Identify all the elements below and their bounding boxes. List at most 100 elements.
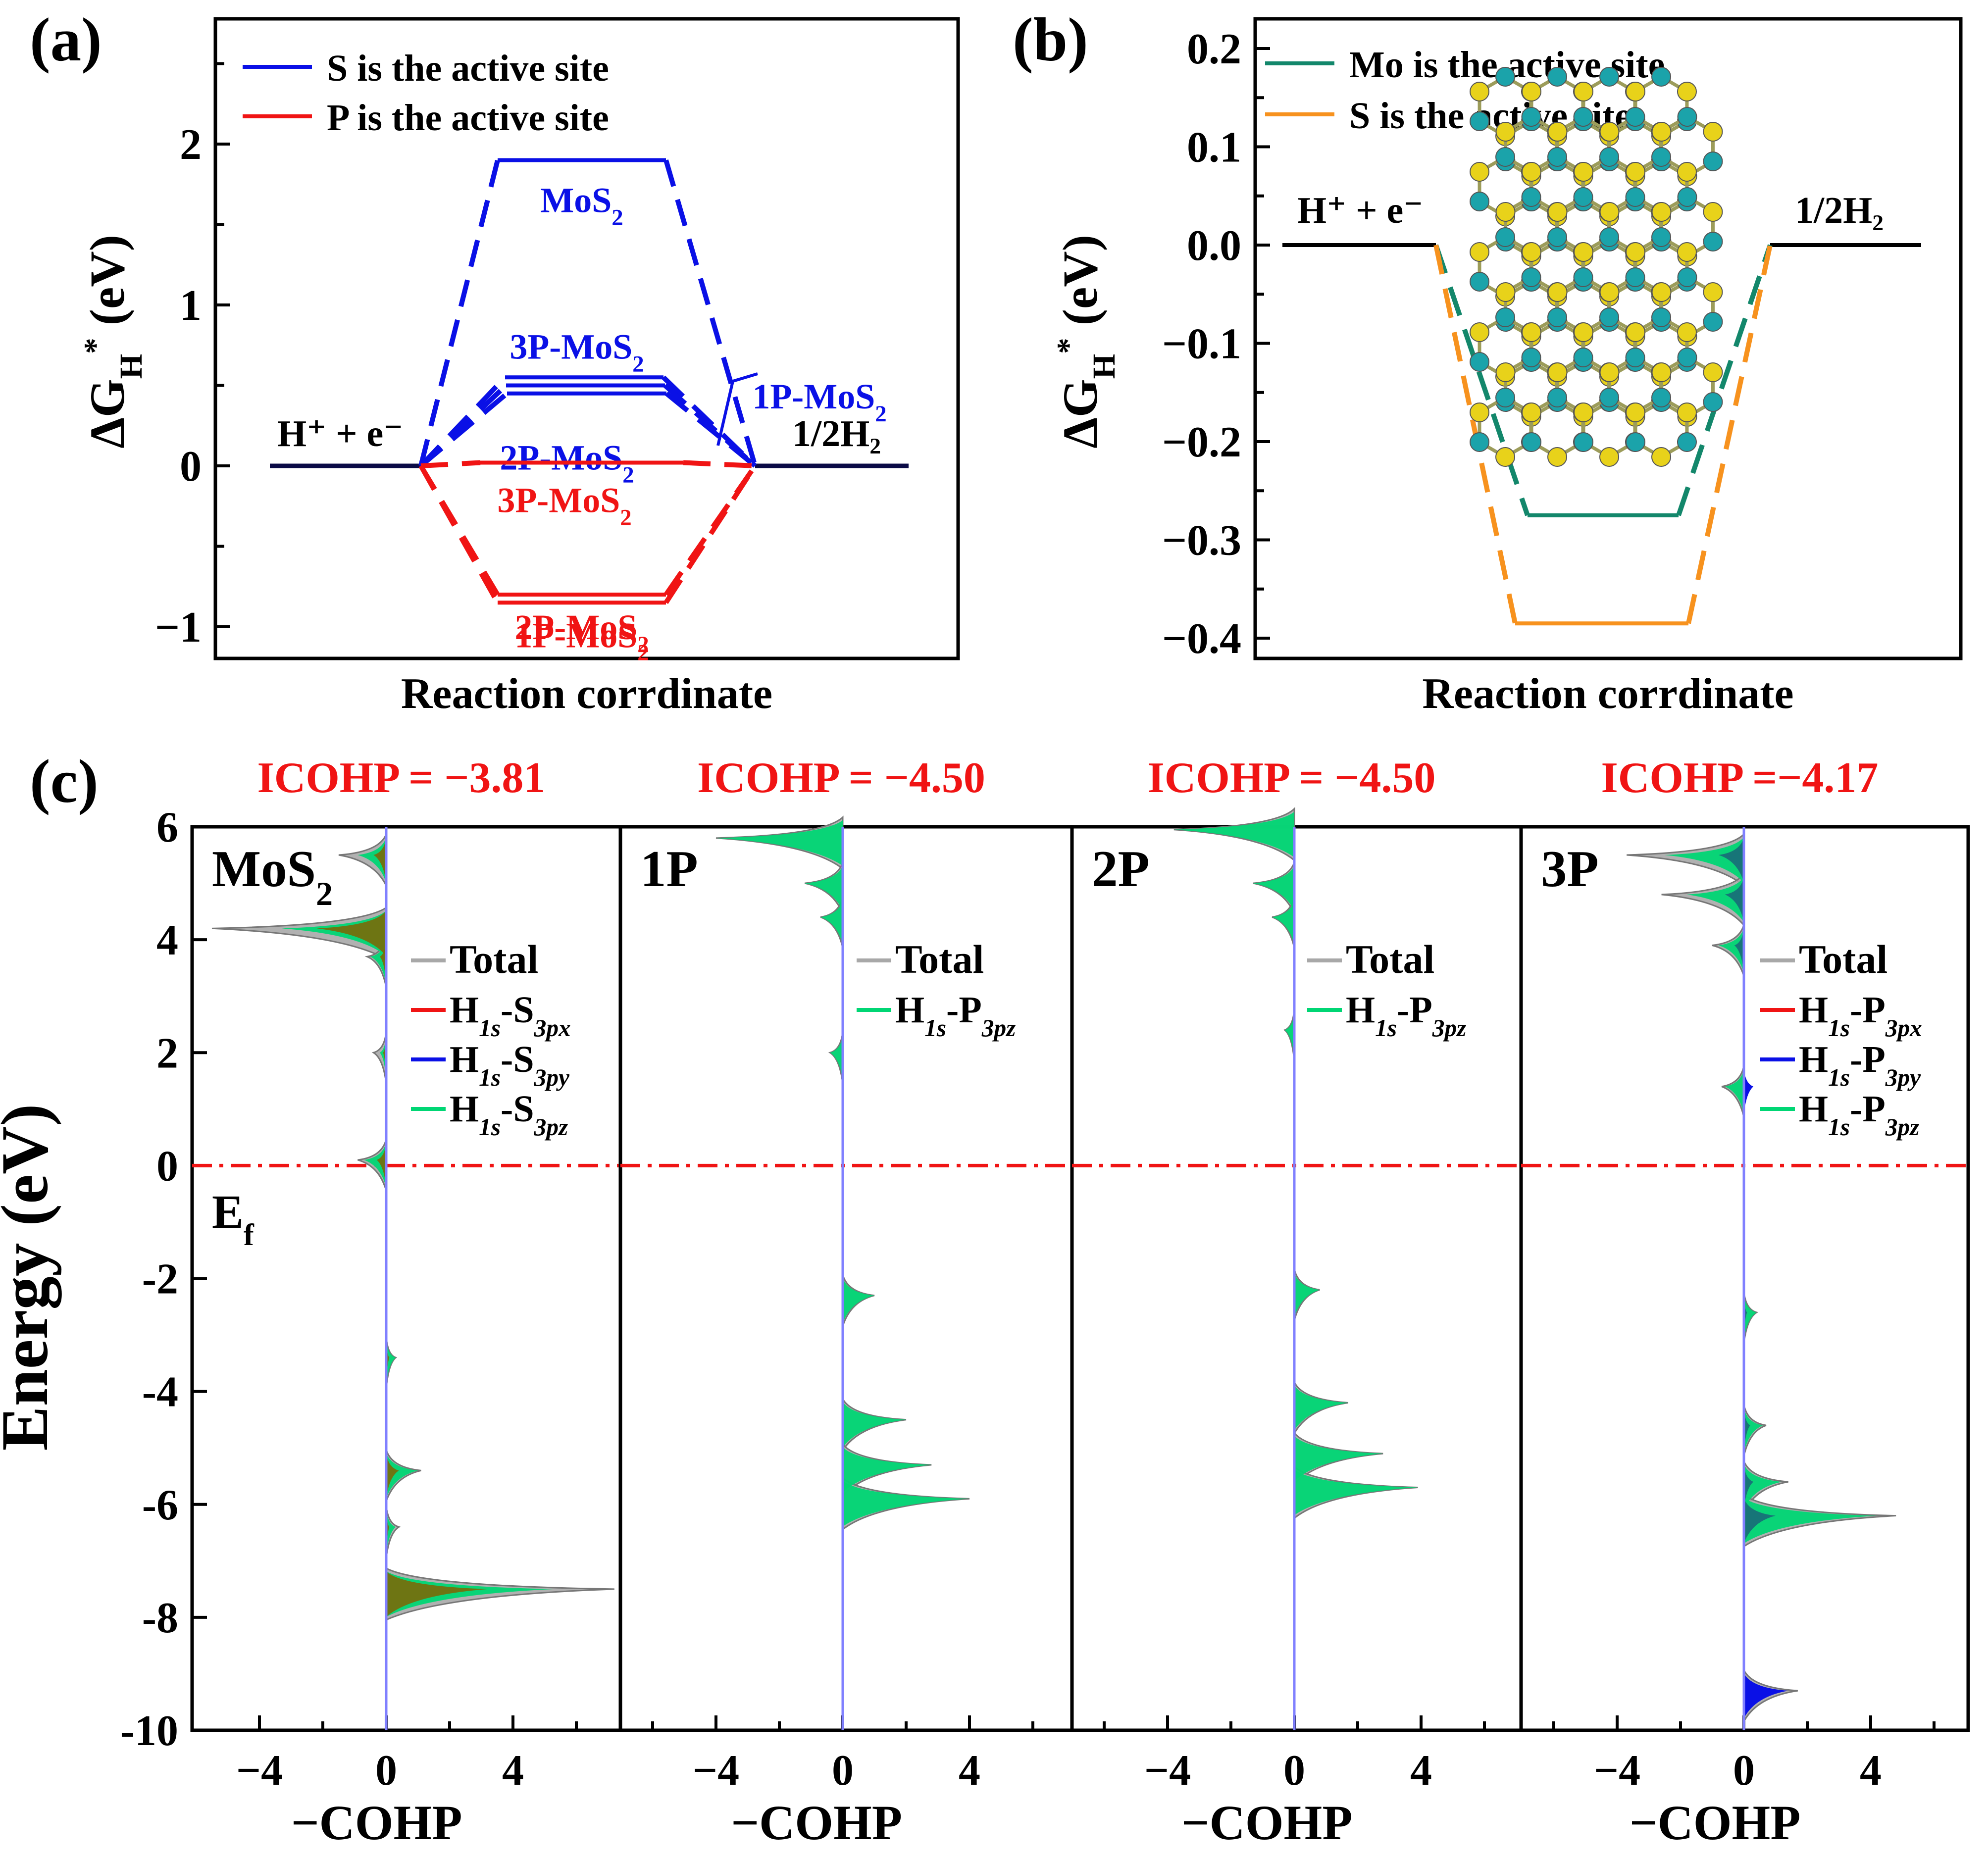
molybdenum-atom bbox=[1677, 348, 1697, 367]
molybdenum-atom bbox=[1522, 432, 1542, 452]
legend-label: H1s-P3pz bbox=[895, 989, 1016, 1042]
xtick-label: 4 bbox=[959, 1747, 980, 1795]
green-peak bbox=[805, 865, 843, 911]
legend-label: H1s-P3py bbox=[1799, 1039, 1921, 1091]
darkteal-peak bbox=[1734, 927, 1744, 973]
molybdenum-atom bbox=[1599, 388, 1619, 407]
panel-label-b: (b) bbox=[1013, 6, 1088, 74]
molybdenum-atom bbox=[1677, 432, 1697, 452]
axes-frame bbox=[213, 17, 960, 660]
molybdenum-atom bbox=[1625, 187, 1645, 207]
sulfur-atom bbox=[1547, 362, 1568, 382]
molybdenum-atom bbox=[1521, 348, 1541, 367]
mos2-structure-illustration bbox=[1470, 67, 1723, 467]
green-peak bbox=[1744, 1498, 1877, 1544]
level-label: 3P-MoS2 bbox=[497, 481, 631, 531]
arrow-1p bbox=[716, 381, 734, 446]
molybdenum-atom bbox=[1599, 307, 1619, 327]
darkteal-peak bbox=[1725, 876, 1744, 922]
cohp-subplot: −4 0 4 −COHP ICOHP = −4.50 2P Total H1s-P3pz bbox=[1070, 754, 1523, 1850]
molybdenum-atom bbox=[1651, 307, 1671, 327]
xtick-label: 4 bbox=[1860, 1747, 1882, 1795]
connector-left bbox=[418, 159, 500, 467]
ytick-label: 4 bbox=[156, 916, 178, 964]
sulfur-atom bbox=[1522, 402, 1542, 422]
connector-left bbox=[418, 464, 500, 604]
sulfur-atom bbox=[1470, 402, 1490, 422]
molybdenum-atom bbox=[1651, 67, 1671, 87]
sulfur-atom bbox=[1470, 322, 1490, 342]
sulfur-atom bbox=[1677, 82, 1697, 101]
total-peak bbox=[211, 906, 387, 960]
sulfur-atom bbox=[1677, 322, 1697, 342]
xtick-label: 4 bbox=[1410, 1747, 1432, 1795]
green-peak bbox=[843, 1402, 906, 1448]
darkteal-peak bbox=[1744, 1407, 1750, 1454]
arrow-1p-head bbox=[732, 372, 758, 383]
fermi-label: Ef bbox=[212, 1185, 255, 1252]
xtick-label: 0 bbox=[1733, 1747, 1755, 1795]
panel-label-c: (c) bbox=[30, 748, 99, 816]
molybdenum-atom bbox=[1470, 192, 1490, 211]
sulfur-atom bbox=[1626, 162, 1646, 182]
molybdenum-atom bbox=[1703, 312, 1723, 332]
molybdenum-atom bbox=[1677, 107, 1697, 127]
blue-peak bbox=[1744, 1673, 1788, 1719]
sulfur-atom bbox=[1574, 82, 1594, 101]
end-label: 1/2H₂ bbox=[792, 413, 881, 454]
cohp-subplot: −4 0 4 −COHP ICOHP = −4.50 1P Total H1s-P3pz bbox=[618, 754, 1074, 1850]
sulfur-atom bbox=[1703, 122, 1723, 142]
green-peak bbox=[386, 1340, 396, 1386]
total-peak bbox=[338, 834, 387, 886]
legend-label: H1s-P3px bbox=[1799, 989, 1922, 1042]
green-peak bbox=[1173, 811, 1294, 857]
x-axis-label: −COHP bbox=[1630, 1795, 1801, 1850]
panel-a: −1 0 1 2 (a) ΔGH* (eV) Reaction corrdinate S is… bbox=[30, 6, 960, 718]
sulfur-atom bbox=[1522, 162, 1542, 182]
green-peak bbox=[1294, 1469, 1418, 1515]
molybdenum-atom bbox=[1677, 187, 1697, 207]
ytick-label: −1 bbox=[155, 603, 202, 652]
sulfur-atom bbox=[1495, 362, 1516, 382]
green-peak bbox=[357, 837, 386, 883]
legend-label: P is the active site bbox=[327, 97, 609, 139]
green-peak bbox=[1294, 1436, 1383, 1482]
sulfur-atom bbox=[1495, 447, 1515, 467]
y-axis-label: ΔGH* (eV) bbox=[78, 235, 149, 449]
connector-right bbox=[1676, 244, 1773, 516]
molybdenum-atom bbox=[1495, 67, 1515, 87]
green-peak bbox=[380, 1035, 386, 1081]
total-peak bbox=[385, 1567, 614, 1621]
green-peak bbox=[1725, 1068, 1744, 1114]
y-axis-label: Energy (eV) bbox=[0, 1104, 62, 1451]
level-label: 1P-MoS2 bbox=[752, 377, 886, 427]
ytick-label: −0.1 bbox=[1162, 320, 1241, 368]
green-peak bbox=[1744, 1294, 1757, 1340]
molybdenum-atom bbox=[1495, 307, 1515, 327]
green-peak bbox=[1718, 927, 1744, 973]
sulfur-atom bbox=[1574, 402, 1594, 422]
molybdenum-atom bbox=[1470, 352, 1490, 372]
level-label: 2P-MoS2 bbox=[500, 438, 634, 488]
molybdenum-atom bbox=[1573, 187, 1593, 207]
green-peak bbox=[1294, 1385, 1348, 1431]
molybdenum-atom bbox=[1521, 107, 1541, 127]
subplot-title: 1P bbox=[640, 840, 698, 898]
ytick-label: 2 bbox=[156, 1029, 178, 1077]
sulfur-atom bbox=[1651, 282, 1672, 302]
molybdenum-atom bbox=[1573, 107, 1593, 127]
start-label: H⁺ + e⁻ bbox=[277, 413, 403, 454]
molybdenum-atom bbox=[1573, 348, 1593, 367]
connector-right bbox=[664, 391, 757, 468]
molybdenum-atom bbox=[1651, 147, 1671, 167]
panel-label-a: (a) bbox=[30, 6, 102, 74]
olive-peak bbox=[316, 910, 386, 956]
ytick-label: 0.0 bbox=[1187, 222, 1241, 270]
xtick-label: −4 bbox=[693, 1747, 739, 1795]
olive-peak bbox=[380, 939, 386, 985]
sulfur-atom bbox=[1547, 122, 1568, 142]
legend-label: H1s-S3px bbox=[450, 989, 571, 1042]
legend-total-label: Total bbox=[1799, 937, 1887, 982]
